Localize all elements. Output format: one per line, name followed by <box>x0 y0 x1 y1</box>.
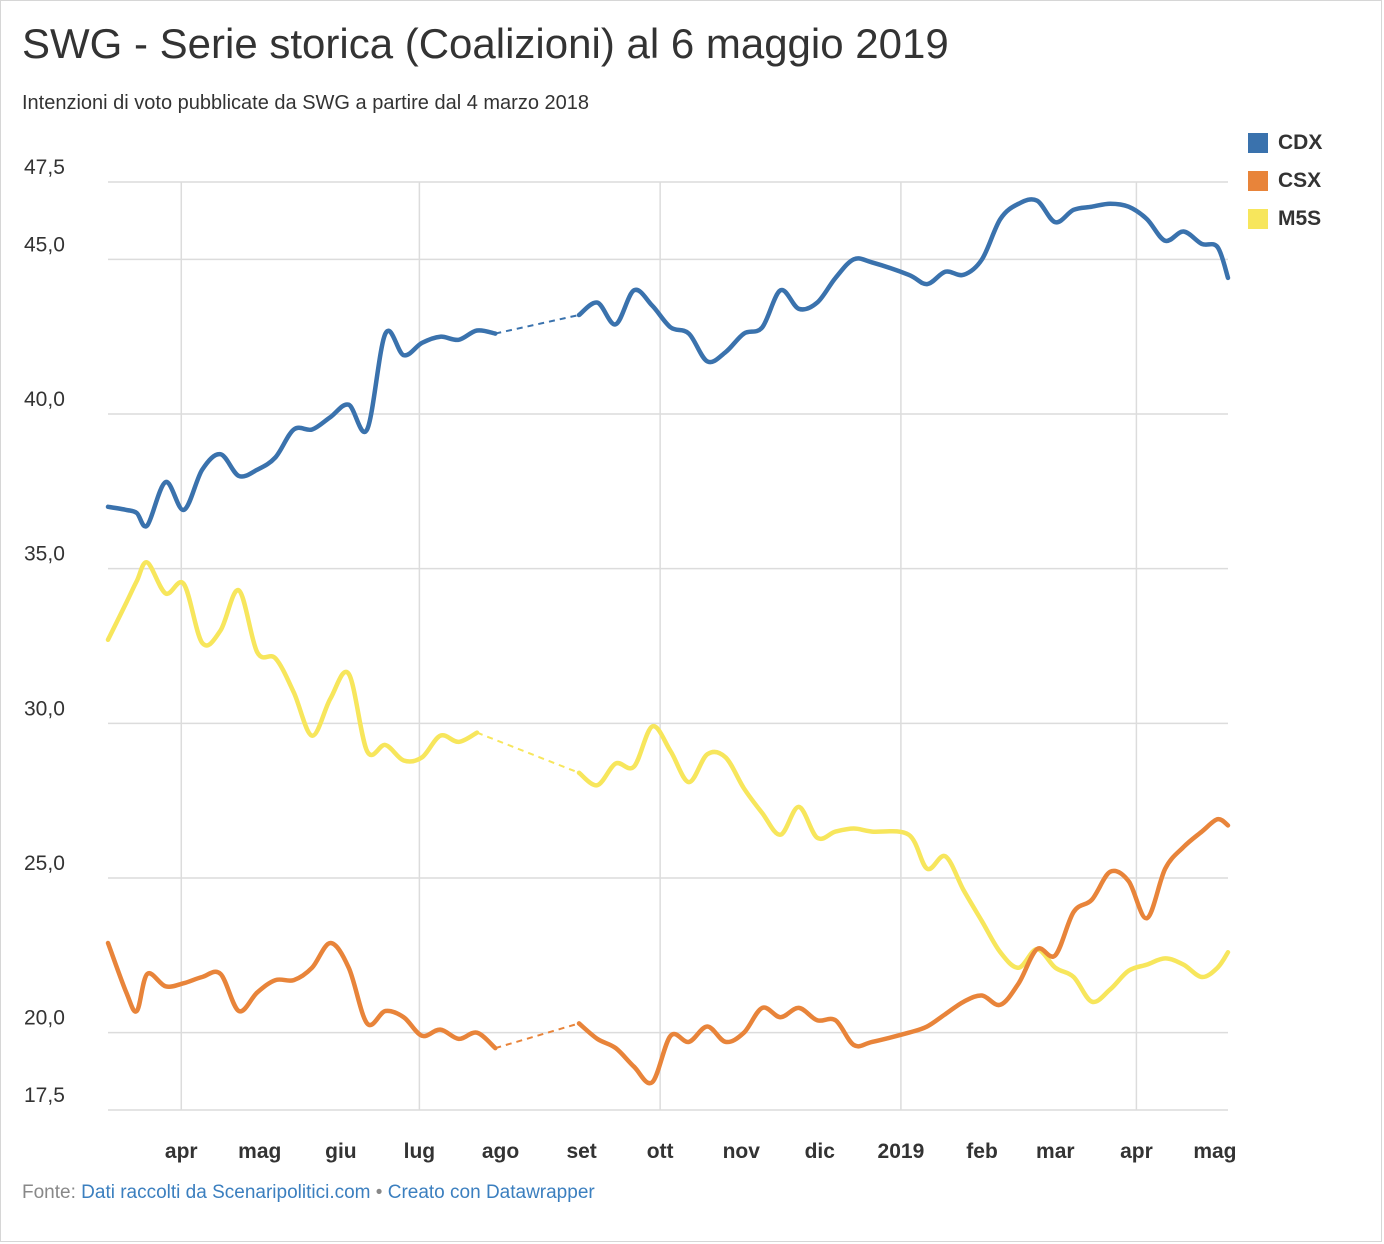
series-gap-dashed <box>495 1022 580 1050</box>
legend-swatch <box>1248 133 1268 153</box>
legend: CDX CSX M5S <box>1248 124 1322 238</box>
x-tick-label: mag <box>238 1140 281 1163</box>
x-tick-label: mag <box>1193 1140 1236 1163</box>
series-line <box>576 816 1231 1086</box>
x-tick-label: 2019 <box>878 1140 925 1163</box>
series-line <box>576 197 1231 365</box>
source-link[interactable]: Dati raccolti da Scenaripolitici.com <box>81 1182 371 1203</box>
series-csx <box>105 816 1231 1086</box>
y-tick-label: 47,5 <box>24 156 65 179</box>
x-tick-label: apr <box>1120 1140 1153 1163</box>
series-m5s <box>105 560 1231 1005</box>
x-tick-label: apr <box>165 1140 198 1163</box>
y-tick-label: 20,0 <box>24 1007 65 1030</box>
grid-lines <box>108 181 1228 1111</box>
credit-link[interactable]: Creato con Datawrapper <box>387 1182 595 1203</box>
series-cdx <box>105 197 1231 529</box>
legend-label: CSX <box>1278 169 1322 192</box>
y-tick-label: 30,0 <box>24 697 65 720</box>
x-tick-label: dic <box>805 1140 836 1163</box>
chart-subtitle: Intenzioni di voto pubblicate da SWG a p… <box>22 92 589 114</box>
x-tick-label: ago <box>482 1140 519 1163</box>
series-gap-dashed <box>476 731 580 774</box>
footer-separator: • <box>375 1182 383 1203</box>
x-tick-label: feb <box>966 1140 998 1163</box>
x-tick-label: ott <box>647 1140 674 1163</box>
legend-label: CDX <box>1278 131 1323 154</box>
legend-swatch <box>1248 171 1268 191</box>
y-tick-label: 25,0 <box>24 852 65 875</box>
y-tick-label: 40,0 <box>24 388 65 411</box>
source-prefix: Fonte: <box>22 1182 76 1203</box>
y-tick-label: 35,0 <box>24 543 65 566</box>
x-tick-label: set <box>566 1140 596 1163</box>
series-line <box>105 940 498 1051</box>
legend-item-cdx: CDX <box>1248 124 1322 162</box>
legend-label: M5S <box>1278 207 1322 230</box>
axis-ticks: 47,5 45,0 40,0 35,0 30,0 25,0 20,0 17,5 apr mag gi… <box>24 156 1237 1163</box>
series-line <box>105 560 480 764</box>
series-line <box>105 328 498 529</box>
y-tick-label: 45,0 <box>24 233 65 256</box>
legend-item-csx: CSX <box>1248 162 1322 200</box>
x-tick-label: lug <box>404 1140 436 1163</box>
x-tick-label: nov <box>723 1140 761 1163</box>
legend-item-m5s: M5S <box>1248 200 1322 238</box>
series-line <box>576 724 1231 1005</box>
footer: Fonte: Dati raccolti da Scenaripolitici.… <box>22 1182 595 1204</box>
x-tick-label: mar <box>1036 1140 1075 1163</box>
legend-swatch <box>1248 209 1268 229</box>
x-tick-label: giu <box>325 1140 357 1163</box>
chart-title: SWG - Serie storica (Coalizioni) al 6 ma… <box>22 20 949 67</box>
series-gap-dashed <box>495 314 580 335</box>
series-lines <box>105 197 1231 1086</box>
y-tick-label: 17,5 <box>24 1084 65 1107</box>
